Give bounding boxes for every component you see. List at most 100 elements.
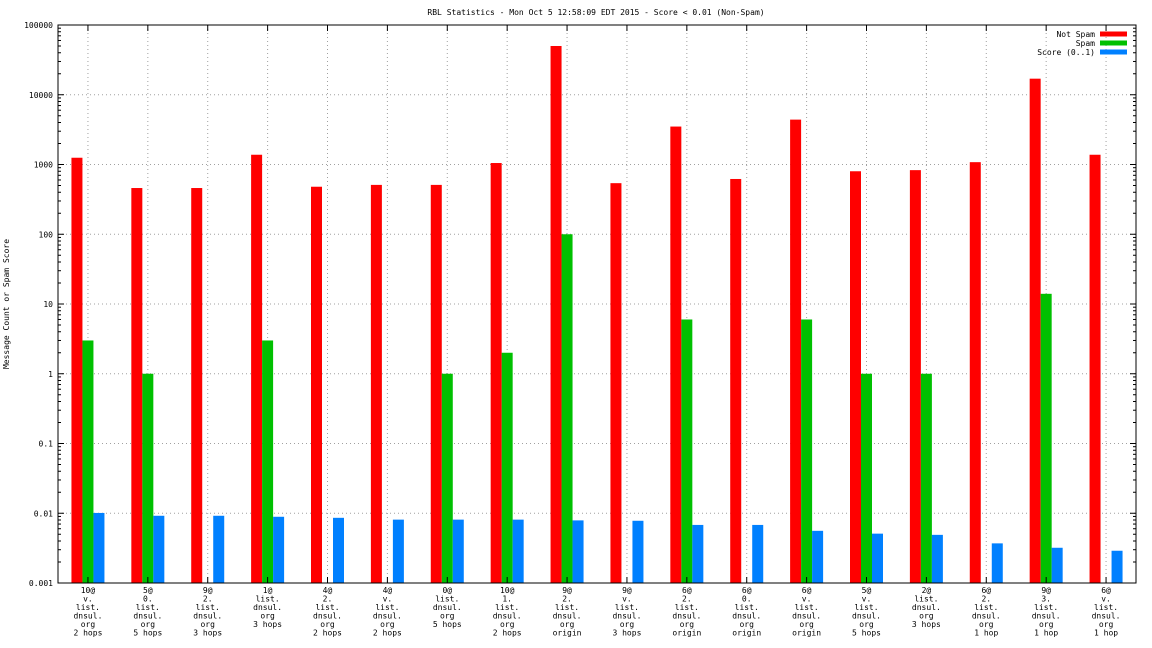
bar-score-0-1	[153, 515, 165, 583]
x-tick-label: 5 hops	[433, 620, 462, 629]
bar-not-spam	[730, 178, 742, 583]
x-tick-label: v.	[83, 595, 93, 604]
bar-spam	[142, 373, 154, 583]
x-tick-label: 6@	[1101, 586, 1111, 595]
bar-not-spam	[71, 157, 83, 583]
x-tick-label: org	[1039, 620, 1054, 629]
x-tick-label: v.	[802, 595, 812, 604]
x-tick-label: origin	[732, 629, 761, 638]
x-tick-label: 2.	[562, 595, 572, 604]
bar-spam	[561, 234, 573, 583]
y-tick-label: 1000	[34, 161, 53, 170]
x-tick-label: org	[859, 620, 874, 629]
y-tick-label: 10	[43, 300, 53, 309]
bar-spam	[501, 352, 513, 583]
bar-spam	[861, 373, 872, 583]
y-tick-label: 0.1	[39, 440, 54, 449]
y-tick-label: 10000	[29, 91, 53, 100]
x-tick-label: dnsul.	[732, 612, 761, 621]
bar-not-spam	[909, 170, 921, 584]
x-tick-label: dnsul.	[433, 603, 462, 612]
x-tick-label: 3.	[1041, 595, 1051, 604]
x-tick-label: list.	[735, 603, 759, 612]
x-tick-label: 9@	[1041, 586, 1051, 595]
x-tick-label: 2 hops	[73, 629, 102, 638]
x-tick-label: org	[141, 620, 156, 629]
x-tick-label: 0.	[143, 595, 153, 604]
bar-score-0-1	[392, 519, 404, 583]
x-tick-label: list.	[196, 603, 220, 612]
x-tick-label: dnsul.	[792, 612, 821, 621]
x-tick-label: dnsul.	[253, 603, 282, 612]
bar-spam	[920, 373, 932, 583]
x-tick-label: 10@	[500, 586, 515, 595]
x-tick-label: 9@	[203, 586, 213, 595]
x-tick-label: dnsul.	[73, 612, 102, 621]
x-tick-label: dnsul.	[373, 612, 402, 621]
x-tick-label: 2@	[922, 586, 932, 595]
x-tick-label: org	[1099, 620, 1114, 629]
bar-score-0-1	[213, 515, 225, 583]
x-tick-label: org	[440, 612, 455, 621]
bar-not-spam	[850, 171, 861, 584]
x-tick-label: v.	[383, 595, 393, 604]
x-tick-label: org	[979, 620, 994, 629]
x-tick-label: org	[620, 620, 635, 629]
legend-label: Not Spam	[1056, 30, 1095, 39]
x-tick-label: org	[81, 620, 96, 629]
x-tick-label: 1.	[502, 595, 512, 604]
x-tick-label: 2.	[682, 595, 692, 604]
x-tick-label: 4@	[383, 586, 393, 595]
chart-title: RBL Statistics - Mon Oct 5 12:58:09 EDT …	[427, 8, 764, 17]
x-tick-label: dnsul.	[1092, 612, 1121, 621]
x-tick-label: v.	[862, 595, 872, 604]
x-tick-label: 10@	[81, 586, 96, 595]
bar-score-0-1	[931, 534, 943, 583]
x-tick-label: 2 hops	[313, 629, 342, 638]
x-tick-label: list.	[914, 595, 938, 604]
bar-not-spam	[610, 183, 622, 584]
x-tick-label: 0@	[442, 586, 452, 595]
x-tick-label: dnsul.	[672, 612, 701, 621]
x-tick-label: 1 hop	[974, 629, 998, 638]
x-tick-label: dnsul.	[553, 612, 582, 621]
x-tick-label: v.	[622, 595, 632, 604]
x-tick-label: dnsul.	[193, 612, 222, 621]
x-tick-label: 5 hops	[852, 629, 881, 638]
x-tick-label: org	[260, 612, 275, 621]
x-tick-label: 2.	[323, 595, 333, 604]
x-tick-label: list.	[315, 603, 339, 612]
bar-not-spam	[969, 162, 981, 583]
x-tick-label: 6@	[682, 586, 692, 595]
x-tick-label: list.	[854, 603, 878, 612]
x-tick-label: 6@	[742, 586, 752, 595]
bar-not-spam	[430, 184, 442, 583]
x-tick-label: origin	[792, 629, 821, 638]
x-tick-label: 1 hop	[1094, 629, 1118, 638]
x-tick-label: 0.	[742, 595, 752, 604]
bar-score-0-1	[572, 520, 584, 583]
x-tick-label: 1@	[263, 586, 273, 595]
x-tick-label: list.	[435, 595, 459, 604]
x-tick-label: 6@	[981, 586, 991, 595]
legend-label: Score (0..1)	[1037, 48, 1095, 57]
legend-label: Spam	[1076, 39, 1095, 48]
x-tick-label: list.	[615, 603, 639, 612]
x-tick-label: list.	[495, 603, 519, 612]
bar-not-spam	[370, 184, 382, 583]
x-tick-label: 2.	[203, 595, 213, 604]
x-tick-label: list.	[675, 603, 699, 612]
x-tick-label: list.	[1034, 603, 1058, 612]
y-axis-label: Message Count or Spam Score	[2, 239, 11, 369]
bar-spam	[262, 340, 274, 583]
axis-ticks: 0.001 0.01 0.1 1 10 100 1000 10000 100000	[24, 21, 1136, 588]
x-tick-label: 5@	[862, 586, 872, 595]
bar-spam	[1040, 293, 1052, 583]
x-tick-label: org	[560, 620, 575, 629]
bar-not-spam	[670, 126, 682, 583]
bar-score-0-1	[452, 519, 464, 583]
x-tick-label: 3 hops	[253, 620, 282, 629]
x-tick-label: origin	[672, 629, 701, 638]
